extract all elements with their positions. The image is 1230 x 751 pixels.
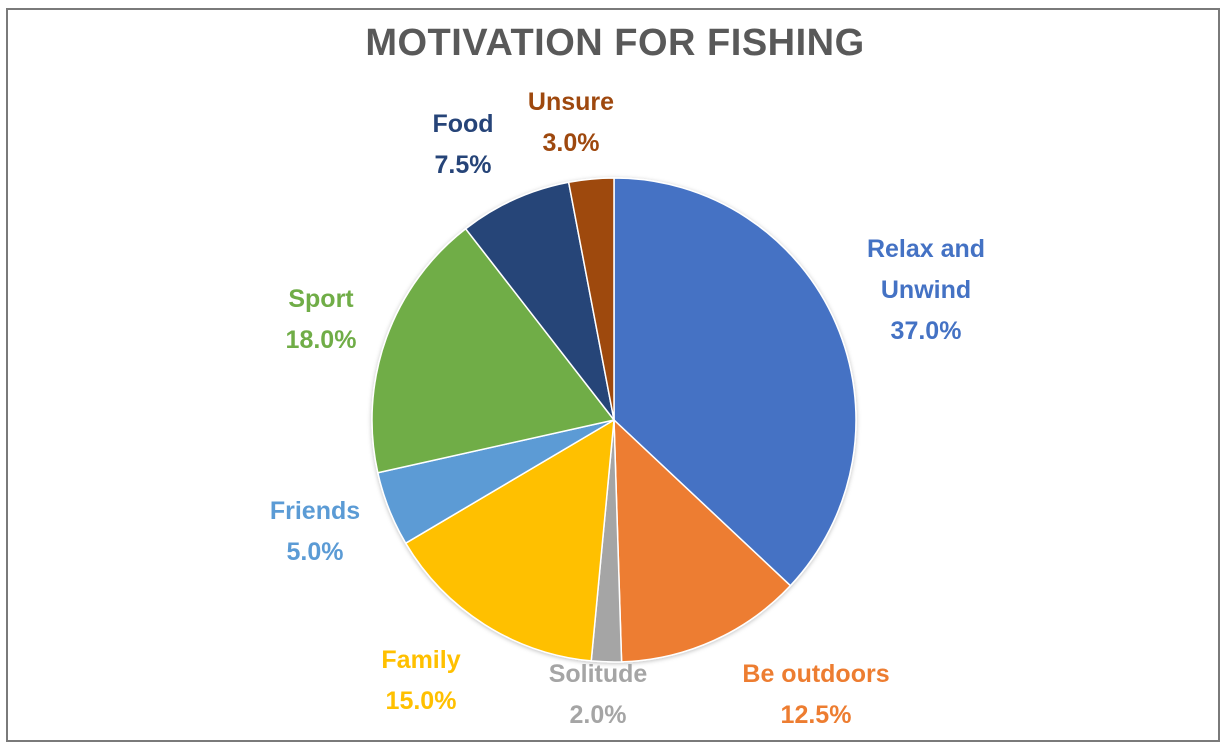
data-label-relax-and-unwind: Relax and Unwind 37.0%	[867, 229, 985, 352]
data-label-food: Food 7.5%	[432, 104, 493, 186]
pie-slice-relax-and-unwind	[613, 177, 857, 587]
data-label-unsure: Unsure 3.0%	[528, 82, 614, 164]
data-label-solitude: Solitude 2.0%	[549, 654, 648, 736]
data-label-sport: Sport 18.0%	[286, 279, 357, 361]
data-label-value: 5.0%	[286, 538, 344, 566]
data-label-value: 2.0%	[569, 701, 627, 729]
data-label-name: Be outdoors	[742, 660, 890, 688]
data-label-value: 15.0%	[385, 687, 457, 715]
pie-slice-be-outdoors	[613, 419, 792, 663]
data-label-name: Unsure	[527, 88, 615, 116]
pie-slice-food	[464, 181, 615, 421]
data-label-name: Sport	[288, 285, 354, 313]
data-label-name: Food	[432, 110, 494, 138]
chart-title: MOTIVATION FOR FISHING	[365, 22, 865, 64]
data-label-name: Solitude	[548, 660, 648, 688]
pie-slice-sport	[371, 228, 615, 474]
data-label-value: 3.0%	[542, 129, 600, 157]
data-label-be-outdoors: Be outdoors 12.5%	[742, 654, 889, 736]
pie-slice-unsure	[567, 177, 615, 421]
data-label-name: Family	[381, 646, 461, 674]
pie-slice-family	[404, 419, 615, 662]
data-label-name: Unwind	[880, 276, 972, 304]
data-label-name: Relax and	[866, 235, 986, 263]
data-label-value: 37.0%	[890, 317, 962, 345]
data-label-family: Family 15.0%	[381, 640, 460, 722]
data-label-value: 12.5%	[780, 701, 852, 729]
data-label-value: 18.0%	[285, 326, 357, 354]
data-label-name: Friends	[269, 497, 361, 525]
data-label-value: 7.5%	[434, 151, 492, 179]
data-label-friends: Friends 5.0%	[270, 491, 360, 573]
